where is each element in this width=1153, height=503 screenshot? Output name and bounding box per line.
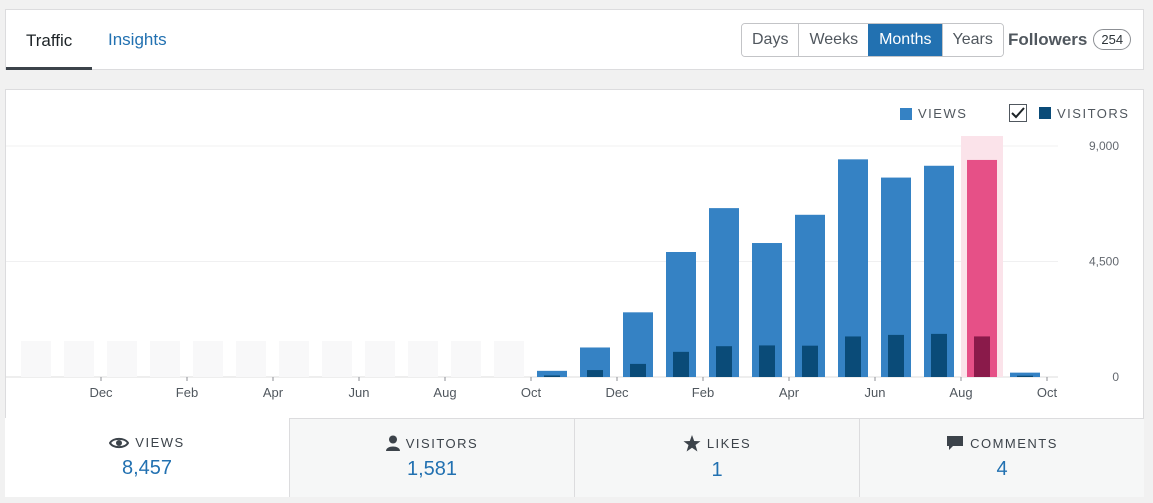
followers-count-badge: 254 [1093, 29, 1132, 50]
summary-visitors-tab[interactable]: VISITORS 1,581 [289, 418, 574, 497]
star-icon [683, 435, 701, 452]
legend-views-label: VIEWS [918, 106, 968, 121]
visitors-bar [974, 336, 990, 377]
period-months-button[interactable]: Months [868, 24, 942, 56]
y-tick-label: 4,500 [1089, 255, 1119, 269]
legend-visitors-label: VISITORS [1057, 105, 1130, 121]
x-tick-label: Dec [89, 385, 113, 400]
empty-bar-placeholder [236, 341, 266, 377]
comment-icon [947, 436, 964, 450]
visitors-bar [802, 345, 818, 377]
period-days-button[interactable]: Days [742, 24, 799, 56]
checkmark-icon [1011, 107, 1025, 119]
x-tick-label: Jun [865, 385, 886, 400]
summary-comments-tab[interactable]: COMMENTS 4 [859, 418, 1144, 497]
stats-header: Traffic Insights Days Weeks Months Years… [5, 9, 1144, 70]
visitors-bar [759, 345, 775, 377]
views-swatch [900, 107, 912, 120]
x-tick-label: Feb [692, 385, 714, 400]
x-tick-label: Apr [263, 385, 284, 400]
visitors-swatch [1039, 107, 1051, 119]
comments-label: COMMENTS [970, 435, 1058, 451]
summary-likes-tab[interactable]: LIKES 1 [574, 418, 859, 497]
likes-label: LIKES [706, 436, 752, 451]
tab-insights[interactable]: Insights [108, 30, 167, 49]
visitors-bar [1017, 375, 1033, 377]
x-tick-label: Dec [605, 385, 629, 400]
summary-views-tab[interactable]: VIEWS 8,457 [5, 418, 289, 497]
followers-link[interactable]: Followers 254 [1008, 29, 1132, 50]
x-tick-label: Aug [949, 385, 972, 400]
empty-bar-placeholder [494, 341, 524, 377]
views-label: VIEWS [135, 435, 185, 450]
bar-chart: 0 4,500 9,000 Dec Feb Apr Jun Aug Oct Dec Feb Apr Ju… [6, 136, 1119, 400]
visitors-bar [931, 333, 947, 377]
visitors-bar [630, 363, 646, 377]
empty-bar-placeholder [451, 341, 481, 377]
tab-traffic[interactable]: Traffic [6, 10, 93, 70]
x-tick-label: Feb [176, 385, 198, 400]
x-tick-label: Oct [521, 385, 542, 400]
period-selector: Days Weeks Months Years [741, 23, 1004, 57]
y-tick-label: 9,000 [1089, 139, 1119, 153]
visitors-label: VISITORS [405, 435, 479, 451]
visitors-bar [888, 334, 904, 377]
views-value: 8,457 [121, 457, 173, 479]
legend-visitors: VISITORS [1009, 104, 1129, 122]
visitors-value: 1,581 [406, 458, 458, 480]
eye-icon [109, 437, 130, 448]
comments-value: 4 [996, 458, 1008, 480]
period-years-button[interactable]: Years [941, 24, 1003, 56]
empty-bar-placeholder [150, 341, 180, 377]
legend-views: VIEWS [900, 106, 967, 121]
empty-bar-placeholder [64, 341, 94, 377]
visitors-bar [716, 346, 732, 377]
empty-bar-placeholder [322, 341, 352, 377]
visitors-bar [845, 336, 861, 377]
views-bar [537, 370, 567, 377]
x-tick-label: Aug [433, 385, 456, 400]
followers-label: Followers [1008, 29, 1088, 49]
empty-bar-placeholder [408, 341, 438, 377]
visitors-toggle-checkbox[interactable] [1009, 104, 1027, 122]
x-tick-label: Oct [1037, 385, 1058, 400]
person-icon [385, 435, 400, 451]
likes-value: 1 [711, 459, 723, 481]
visitors-bar [587, 370, 603, 377]
summary-tabs: VIEWS 8,457 VISITORS 1,581 LIKES 1 COMME… [5, 418, 1144, 497]
x-tick-label: Jun [349, 385, 370, 400]
empty-bar-placeholder [365, 341, 395, 377]
visitors-bar [673, 351, 689, 377]
empty-bar-placeholder [193, 341, 223, 377]
views-bar [1010, 372, 1040, 377]
x-tick-label: Apr [779, 385, 800, 400]
period-weeks-button[interactable]: Weeks [798, 24, 869, 56]
empty-bar-placeholder [21, 341, 51, 377]
y-tick-label: 0 [1112, 370, 1119, 384]
visitors-bar [544, 375, 560, 377]
empty-bar-placeholder [107, 341, 137, 377]
empty-bar-placeholder [279, 341, 309, 377]
